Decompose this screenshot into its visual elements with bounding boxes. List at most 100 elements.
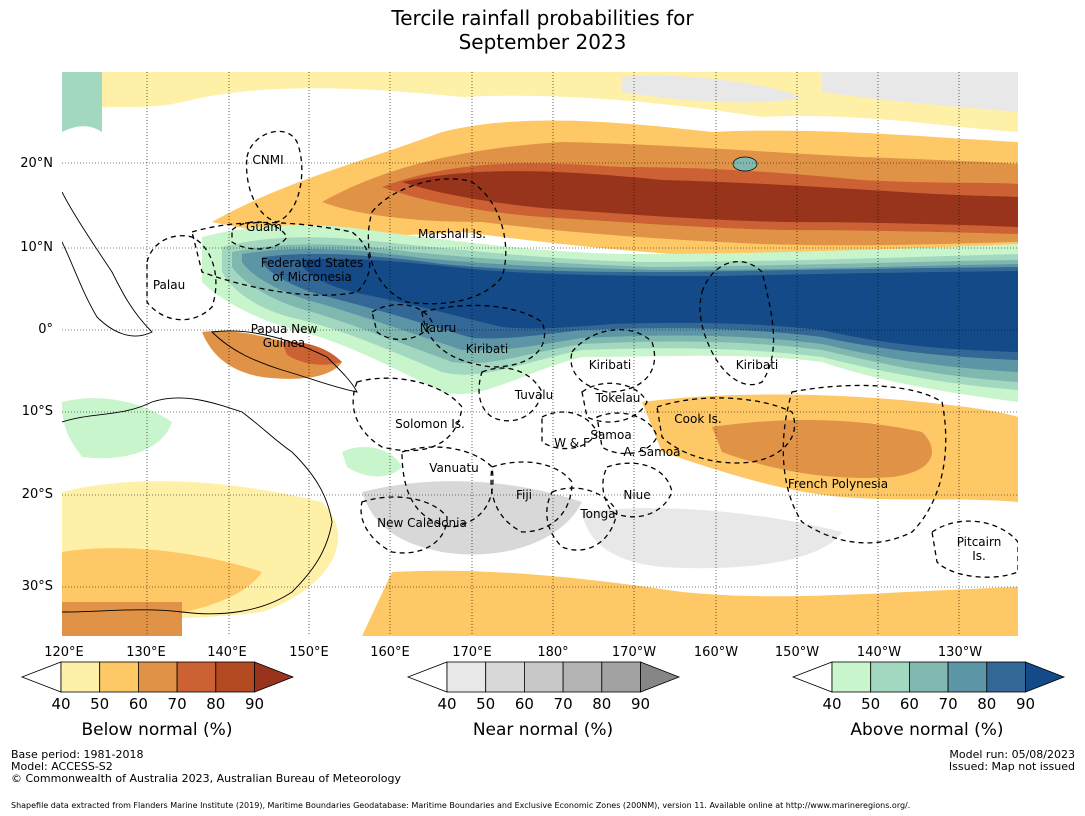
lon-label-170e: 170°E <box>452 645 492 660</box>
cnmi-boundary <box>245 130 303 223</box>
lon-label-160w: 160°W <box>693 645 739 660</box>
below-normal-colorbar <box>20 661 295 693</box>
solomon-boundary <box>352 377 463 452</box>
region-label-pitcairn-line2: Is. <box>972 549 986 563</box>
hawaii-islands <box>732 156 758 172</box>
lon-label-180: 180° <box>537 645 569 660</box>
region-label-guam: Guam <box>246 220 282 234</box>
near-normal-colorbar-segment-2 <box>485 661 525 693</box>
coral-sea-above-normal-patch <box>342 447 402 477</box>
philippines-coastline <box>62 191 153 337</box>
kiribati-west-boundary <box>421 304 546 368</box>
wet-band-core <box>302 258 1018 352</box>
region-label-samoa: Samoa <box>590 428 632 442</box>
footer-right: Model run: 05/08/2023 Issued: Map not is… <box>949 749 1075 773</box>
region-label-png-line1: Papua New <box>250 322 318 336</box>
region-label-vanuatu: Vanuatu <box>429 461 479 475</box>
region-label-cook: Cook Is. <box>674 412 722 426</box>
near-normal-colorbar-segment-1 <box>446 661 487 693</box>
near-normal-tick-70: 70 <box>553 695 573 713</box>
near-normal-tick-50: 50 <box>476 695 496 713</box>
title-line-1: Tercile rainfall probabilities for <box>391 6 694 30</box>
footer-left: Base period: 1981-2018 Model: ACCESS-S2 … <box>11 749 401 785</box>
footer-base-period: Base period: 1981-2018 <box>11 748 144 761</box>
tonga-boundary <box>546 487 618 551</box>
region-label-kiribati-east: Kiribati <box>735 358 779 372</box>
new-guinea-coastline <box>211 330 358 393</box>
below-normal-colorbar-max <box>254 661 295 693</box>
vanuatu-boundary <box>401 446 494 528</box>
lat-label-0: 0° <box>38 322 53 337</box>
palau-boundary <box>146 235 217 321</box>
region-label-american-samoa: A. Samoa <box>623 445 681 459</box>
below-normal-colorbar-segment-4 <box>176 661 217 693</box>
below-normal-colorbar-segment-1 <box>60 661 101 693</box>
near-normal-tick-80: 80 <box>592 695 612 713</box>
dry-band-core <box>402 171 1018 227</box>
below-normal-colorbar-min <box>20 661 62 693</box>
above-normal-tick-90: 90 <box>1015 695 1036 713</box>
region-label-fsm-line1: Federated States <box>260 256 364 270</box>
north-west-above-normal-patch <box>62 72 102 132</box>
below-normal-tick-70: 70 <box>167 695 187 713</box>
near-normal-label: Near normal (%) <box>472 720 614 740</box>
below-normal-label: Below normal (%) <box>81 720 233 740</box>
north-near-normal-patch <box>622 75 802 103</box>
nauru-boundary <box>371 303 433 341</box>
eez-boundaries <box>146 130 1018 578</box>
rainfall-probability-map <box>62 72 1018 636</box>
above-normal-tick-80: 80 <box>977 695 997 713</box>
map-canvas <box>62 72 1018 636</box>
png-dry-area <box>202 331 342 379</box>
region-label-marshall: Marshall Is. <box>418 227 486 241</box>
png-dry-core <box>282 341 342 365</box>
near-normal-colorbar-segment-4 <box>562 661 603 693</box>
near-normal-colorbar-min <box>406 661 448 693</box>
below-normal-tick-40: 40 <box>51 695 71 713</box>
region-label-png-line2: Guinea <box>262 336 306 350</box>
region-label-tuvalu: Tuvalu <box>514 388 554 402</box>
near-normal-tick-40: 40 <box>437 695 457 713</box>
region-label-fiji: Fiji <box>515 488 533 502</box>
footer-model: Model: ACCESS-S2 <box>11 760 113 773</box>
region-label-kiribati-central: Kiribati <box>588 358 632 372</box>
lat-label-30s: 30°S <box>21 579 53 594</box>
near-normal-tick-90: 90 <box>630 695 651 713</box>
lat-label-20s: 20°S <box>21 487 53 502</box>
lon-label-170w: 170°W <box>611 645 657 660</box>
footer-copyright: © Commonwealth of Australia 2023, Austra… <box>11 772 401 785</box>
footer-shapefile-note: Shapefile data extracted from Flanders M… <box>11 801 911 810</box>
region-label-cnmi: CNMI <box>252 153 284 167</box>
above-normal-colorbar <box>791 661 1066 693</box>
west-above-normal-patch <box>62 398 172 459</box>
fiji-boundary <box>490 461 573 533</box>
lon-label-160e: 160°E <box>370 645 410 660</box>
above-normal-tick-50: 50 <box>861 695 881 713</box>
cook-boundary <box>656 397 796 464</box>
below-normal-tick-60: 60 <box>128 695 148 713</box>
pitcairn-boundary <box>931 520 1018 578</box>
fsm-boundary <box>191 221 371 296</box>
above-normal-colorbar-segment-4 <box>947 661 988 693</box>
above-normal-colorbar-segment-5 <box>986 661 1026 693</box>
kiribati-central-boundary <box>570 329 656 393</box>
south-near-normal-area-2 <box>582 508 842 569</box>
lat-label-10s: 10°S <box>21 404 53 419</box>
south-west-dry-core <box>62 602 182 636</box>
lon-label-150e: 150°E <box>289 645 329 660</box>
below-normal-tick-90: 90 <box>244 695 265 713</box>
region-label-niue: Niue <box>623 488 651 502</box>
above-normal-colorbar-max <box>1025 661 1066 693</box>
kiribati-east-boundary <box>699 261 775 386</box>
region-label-tokelau: Tokelau <box>595 391 641 405</box>
title-line-2: September 2023 <box>458 30 627 54</box>
australia-coastline <box>62 397 333 615</box>
tuvalu-boundary <box>478 367 543 422</box>
below-normal-colorbar-segment-2 <box>99 661 139 693</box>
south-dry-area-mid <box>712 420 932 478</box>
near-normal-colorbar-segment-5 <box>601 661 641 693</box>
south-dry-band <box>362 570 1018 636</box>
tokelau-boundary <box>581 382 648 423</box>
french-polynesia-boundary <box>782 384 947 544</box>
chart-title: Tercile rainfall probabilities for Septe… <box>0 6 1085 54</box>
